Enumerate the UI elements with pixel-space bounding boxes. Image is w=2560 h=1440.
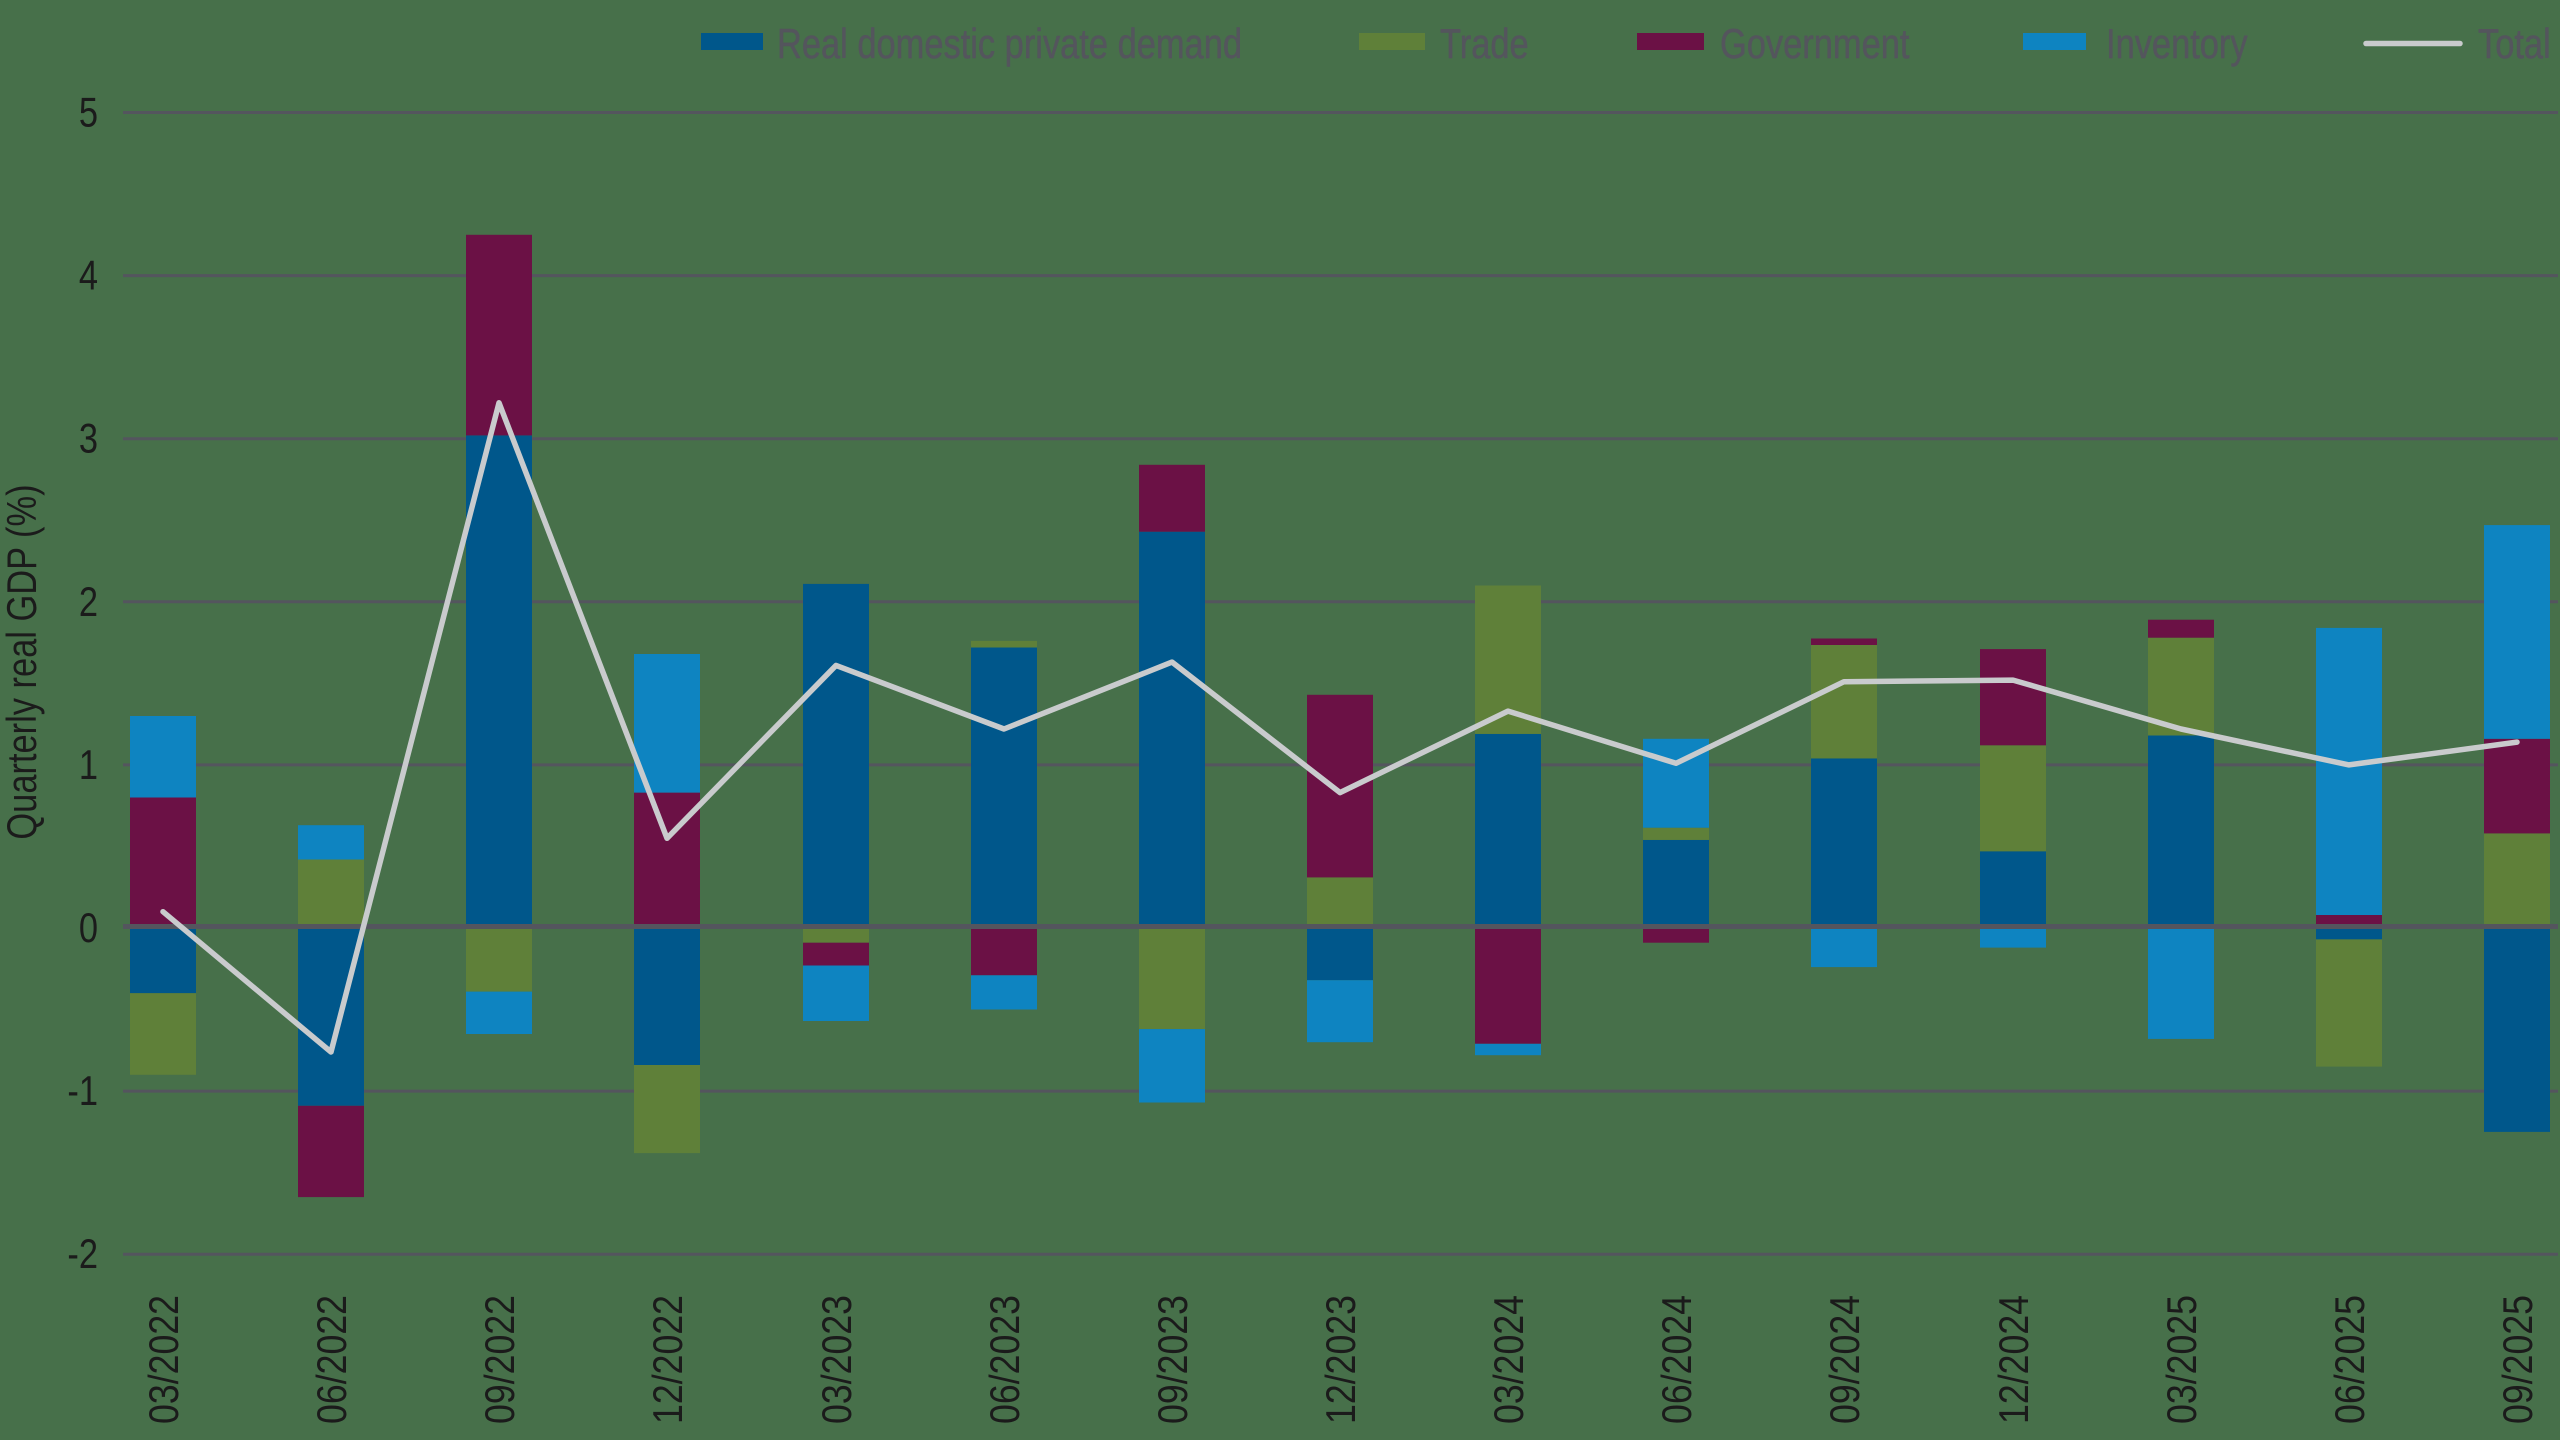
svg-text:09/2023: 09/2023 (1150, 1295, 1196, 1424)
svg-text:4: 4 (79, 252, 98, 299)
svg-text:Quarterly real GDP (%): Quarterly real GDP (%) (0, 484, 46, 839)
svg-text:09/2024: 09/2024 (1822, 1295, 1868, 1424)
svg-text:Total: Total (2478, 21, 2551, 68)
svg-text:12/2024: 12/2024 (1991, 1295, 2037, 1424)
svg-text:03/2023: 03/2023 (814, 1295, 860, 1424)
svg-text:3: 3 (79, 416, 98, 463)
svg-text:-1: -1 (67, 1068, 98, 1115)
svg-text:-2: -2 (67, 1231, 98, 1278)
svg-text:Inventory: Inventory (2106, 21, 2248, 68)
svg-text:03/2025: 03/2025 (2159, 1295, 2205, 1424)
svg-text:06/2025: 06/2025 (2327, 1295, 2373, 1424)
svg-text:2: 2 (79, 579, 98, 626)
svg-text:1: 1 (79, 742, 98, 789)
svg-text:Trade: Trade (1440, 21, 1529, 68)
svg-text:12/2023: 12/2023 (1318, 1295, 1364, 1424)
svg-text:09/2022: 09/2022 (477, 1295, 523, 1424)
svg-text:06/2022: 06/2022 (309, 1295, 355, 1424)
svg-text:06/2023: 06/2023 (982, 1295, 1028, 1424)
svg-text:03/2022: 03/2022 (141, 1295, 187, 1424)
svg-text:03/2024: 03/2024 (1486, 1295, 1532, 1424)
svg-text:Real domestic private demand: Real domestic private demand (777, 21, 1242, 68)
svg-text:0: 0 (79, 905, 98, 952)
svg-text:5: 5 (79, 89, 98, 136)
svg-text:Government: Government (1720, 21, 1910, 68)
svg-text:06/2024: 06/2024 (1654, 1295, 1700, 1424)
svg-text:12/2022: 12/2022 (645, 1295, 691, 1424)
svg-text:09/2025: 09/2025 (2495, 1295, 2541, 1424)
